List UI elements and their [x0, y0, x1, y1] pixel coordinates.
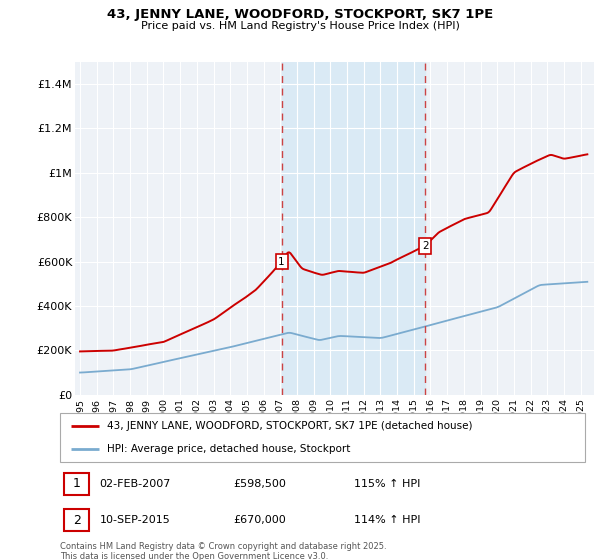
Text: 115% ↑ HPI: 115% ↑ HPI — [354, 479, 421, 489]
Text: 2: 2 — [73, 514, 81, 526]
Text: 43, JENNY LANE, WOODFORD, STOCKPORT, SK7 1PE: 43, JENNY LANE, WOODFORD, STOCKPORT, SK7… — [107, 8, 493, 21]
Text: 1: 1 — [278, 257, 285, 267]
Text: 02-FEB-2007: 02-FEB-2007 — [100, 479, 171, 489]
Text: 43, JENNY LANE, WOODFORD, STOCKPORT, SK7 1PE (detached house): 43, JENNY LANE, WOODFORD, STOCKPORT, SK7… — [107, 421, 473, 431]
Text: 114% ↑ HPI: 114% ↑ HPI — [354, 515, 421, 525]
Bar — [281, 62, 425, 395]
Text: £598,500: £598,500 — [233, 479, 286, 489]
Text: Contains HM Land Registry data © Crown copyright and database right 2025.
This d: Contains HM Land Registry data © Crown c… — [60, 542, 386, 560]
Text: 10-SEP-2015: 10-SEP-2015 — [100, 515, 170, 525]
Text: HPI: Average price, detached house, Stockport: HPI: Average price, detached house, Stoc… — [107, 444, 350, 454]
Bar — [64, 473, 89, 495]
Bar — [64, 509, 89, 531]
Text: Price paid vs. HM Land Registry's House Price Index (HPI): Price paid vs. HM Land Registry's House … — [140, 21, 460, 31]
Text: 2: 2 — [422, 241, 428, 251]
Text: £670,000: £670,000 — [233, 515, 286, 525]
Text: 1: 1 — [73, 477, 81, 490]
